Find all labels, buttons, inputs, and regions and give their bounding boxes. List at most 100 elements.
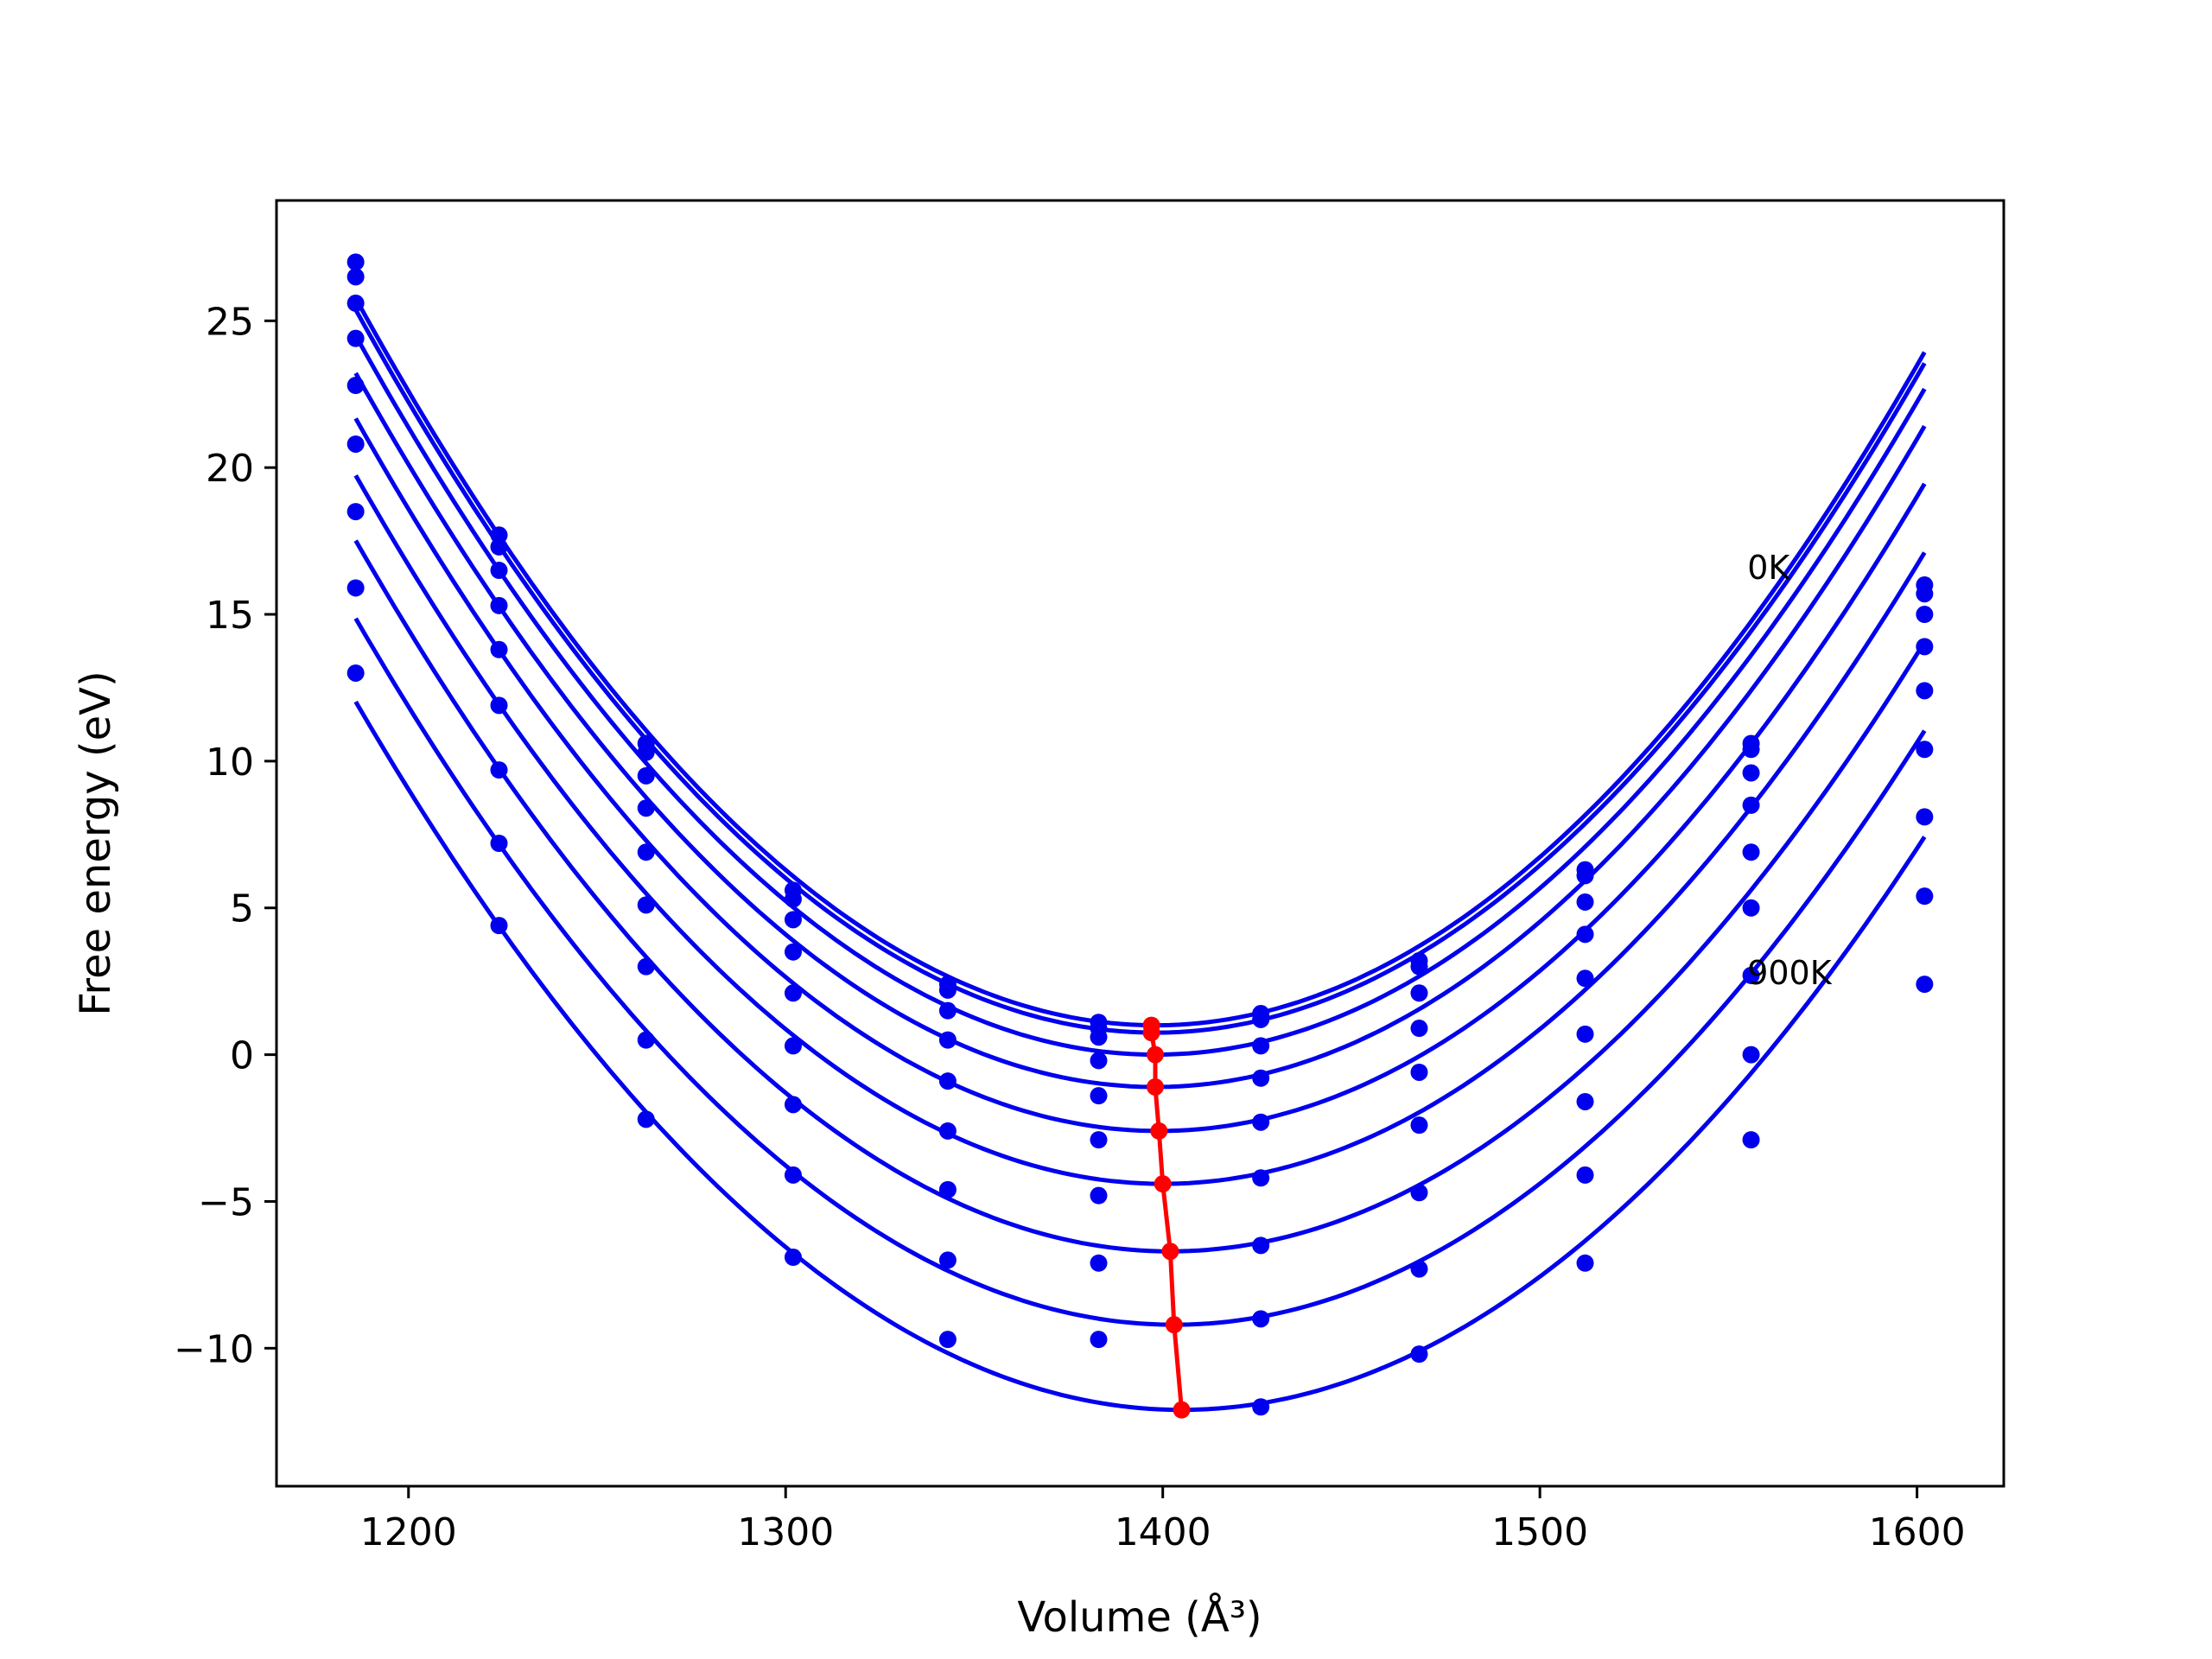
data-point (490, 596, 508, 614)
data-point (1252, 1069, 1270, 1087)
data-point (784, 943, 802, 961)
data-point (1576, 867, 1594, 885)
data-point (1576, 1092, 1594, 1110)
curve-annotation: 0K (1747, 549, 1790, 587)
data-point (1090, 1052, 1108, 1070)
data-point (1916, 606, 1934, 624)
data-point (784, 1096, 802, 1114)
equilibrium-point (1142, 1024, 1160, 1042)
data-point (1252, 1010, 1270, 1028)
data-point (346, 268, 365, 286)
annotations: 0K 900K (1747, 549, 1833, 992)
y-tick-label: 25 (206, 300, 254, 344)
y-axis-label: Free energy (eV) (72, 671, 120, 1015)
data-point (490, 917, 508, 935)
x-tick-label: 1200 (360, 1510, 457, 1554)
data-point (637, 799, 655, 817)
data-point (1410, 1184, 1428, 1202)
data-point (784, 1037, 802, 1055)
data-point (1576, 1254, 1594, 1272)
data-point (1916, 585, 1934, 603)
fit-curve-7 (353, 617, 1927, 1327)
data-point (938, 1251, 957, 1269)
data-point (784, 890, 802, 908)
y-tick-label: 0 (230, 1034, 254, 1078)
data-point (346, 253, 365, 271)
data-point (637, 743, 655, 761)
fit-curve-6 (353, 539, 1927, 1254)
data-point (1742, 741, 1760, 759)
data-point (784, 1166, 802, 1184)
data-point (1410, 957, 1428, 976)
data-point (346, 294, 365, 312)
y-tick-label: −5 (198, 1180, 254, 1224)
data-point (490, 696, 508, 715)
data-point (1410, 1063, 1428, 1081)
data-point (1916, 741, 1934, 759)
data-point (784, 1249, 802, 1267)
fit-curve-1 (353, 308, 1927, 1035)
data-point (1090, 1331, 1108, 1349)
equilibrium-point (1154, 1175, 1172, 1193)
data-point (490, 562, 508, 580)
data-point (637, 957, 655, 976)
data-point (1252, 1169, 1270, 1187)
data-point (637, 843, 655, 861)
data-point (346, 329, 365, 347)
data-point (1742, 843, 1760, 861)
data-point (1252, 1398, 1270, 1416)
data-point (490, 761, 508, 779)
y-tick-label: 20 (206, 447, 254, 491)
equilibrium-point (1146, 1077, 1164, 1096)
data-point (1252, 1113, 1270, 1131)
data-point (637, 766, 655, 785)
x-tick-label: 1600 (1869, 1510, 1966, 1554)
x-tick-label: 1500 (1491, 1510, 1588, 1554)
y-tick-label: 10 (206, 741, 254, 785)
data-point (1916, 638, 1934, 656)
data-point (1090, 1254, 1108, 1272)
data-point (938, 1331, 957, 1349)
x-tick-label: 1400 (1115, 1510, 1211, 1554)
x-tick-label: 1300 (737, 1510, 834, 1554)
equilibrium-point (1161, 1243, 1179, 1261)
plot-area (346, 253, 1934, 1419)
data-point (784, 911, 802, 929)
data-point (1576, 1166, 1594, 1184)
fit-curve-5 (353, 474, 1927, 1186)
data-point (1252, 1310, 1270, 1328)
fit-curve-2 (353, 334, 1927, 1058)
data-point (1410, 1116, 1428, 1135)
data-point (938, 1180, 957, 1198)
data-point (346, 377, 365, 395)
x-axis-label: Volume (Å³) (1017, 1592, 1262, 1642)
data-point (1576, 1025, 1594, 1043)
data-point (1742, 1046, 1760, 1064)
fit-curve-4 (353, 417, 1927, 1134)
data-point (938, 1001, 957, 1020)
data-point (1410, 984, 1428, 1002)
y-tick-label: 15 (206, 594, 254, 638)
data-point (1742, 796, 1760, 814)
data-point (637, 896, 655, 914)
curve-annotation: 900K (1747, 954, 1833, 992)
fit-curve-0 (353, 297, 1927, 1028)
data-point (1576, 893, 1594, 911)
data-point (346, 503, 365, 521)
data-point (1252, 1037, 1270, 1055)
data-point (1090, 1028, 1108, 1046)
axis-ticks: 1200 1300 1400 1500 1600 −10 −5 0 5 10 15 20 25 (174, 300, 1965, 1554)
data-point (1090, 1087, 1108, 1105)
data-point (637, 1110, 655, 1128)
data-point (637, 1031, 655, 1049)
data-point (1742, 764, 1760, 782)
data-point (938, 1122, 957, 1140)
data-point (784, 984, 802, 1002)
data-point (1742, 966, 1760, 984)
data-point (1410, 1260, 1428, 1278)
data-point (1916, 682, 1934, 700)
data-point (1410, 1345, 1428, 1363)
data-point (490, 537, 508, 556)
